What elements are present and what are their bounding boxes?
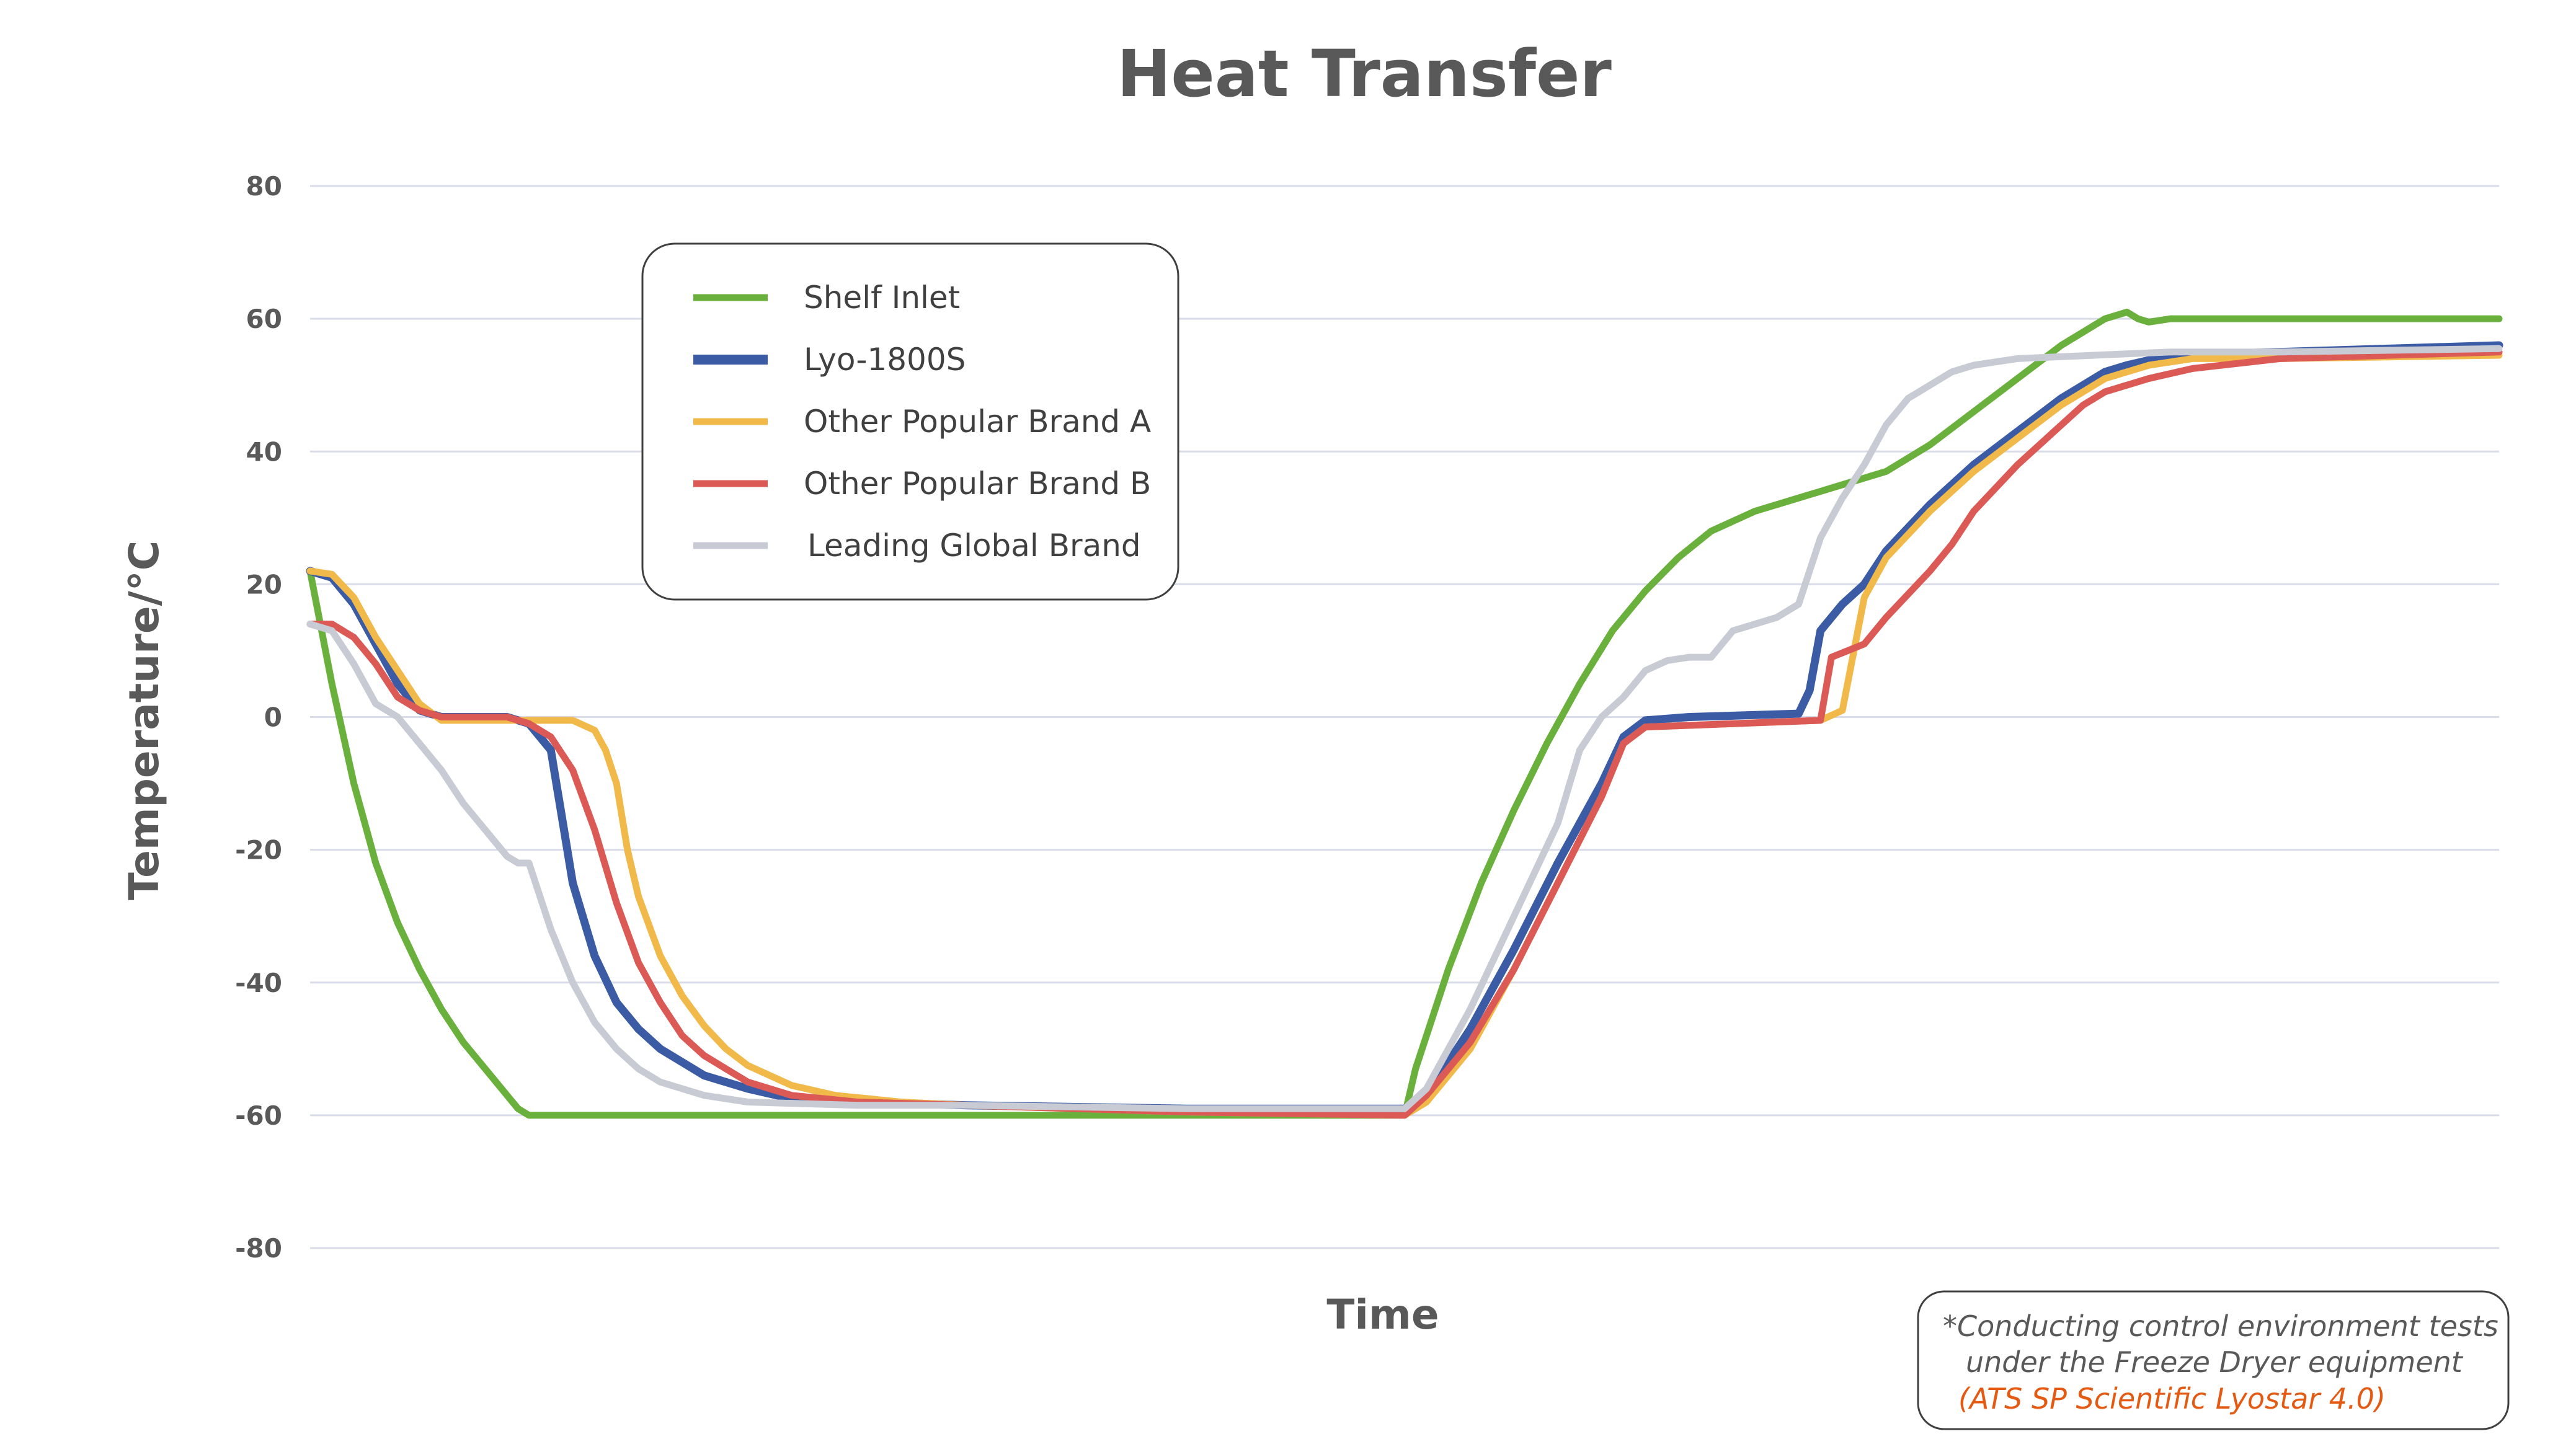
y-tick-label: 20 — [246, 569, 282, 600]
series-line-shelf-inlet — [306, 308, 2503, 1119]
legend-items: Shelf Inlet Lyo-1800S Other Popular Brand … — [693, 280, 1151, 564]
footnote-line-2: under the Freeze Dryer equipment — [1966, 1345, 2464, 1379]
legend: Shelf Inlet Lyo-1800S Other Popular Brand … — [641, 242, 1179, 601]
legend-label: Other Popular Brand A — [804, 404, 1151, 440]
footnote: *Conducting control environment tests un… — [1917, 1290, 2510, 1430]
y-tick-label: -20 — [235, 835, 282, 866]
y-tick-label: -60 — [235, 1100, 282, 1131]
y-tick-label: -40 — [235, 968, 282, 998]
legend-label: Shelf Inlet — [804, 280, 960, 316]
y-tick-label: 60 — [246, 304, 282, 334]
y-tick-label: -80 — [235, 1233, 282, 1264]
gridlines — [310, 185, 2499, 1249]
series-lines — [306, 308, 2503, 1119]
series-line-lyo-1800s — [306, 341, 2503, 1113]
y-tick-label: 40 — [246, 436, 282, 467]
footnote-line-1: *Conducting control environment tests — [1943, 1309, 2498, 1343]
y-axis-ticks: 80 60 40 20 0 -20 -40 -60 -80 — [235, 171, 282, 1264]
y-axis-label: Temperature/°C — [120, 541, 168, 900]
y-tick-label: 0 — [264, 702, 282, 733]
series-line-leading-global-brand — [306, 345, 2503, 1112]
legend-label: Leading Global Brand — [807, 528, 1141, 564]
y-tick-label: 80 — [246, 171, 282, 201]
x-axis-label: Time — [1326, 1291, 1439, 1339]
legend-label: Other Popular Brand B — [804, 466, 1151, 502]
chart-title: Heat Transfer — [1117, 36, 1612, 112]
series-line-other-popular-brand-a — [306, 352, 2503, 1119]
legend-label: Lyo-1800S — [804, 342, 966, 378]
series-line-other-popular-brand-b — [306, 348, 2503, 1119]
footnote-box — [1917, 1290, 2510, 1430]
footnote-source: (ATS SP Scientific Lyostar 4.0) — [1958, 1382, 2386, 1415]
legend-box — [641, 242, 1179, 601]
